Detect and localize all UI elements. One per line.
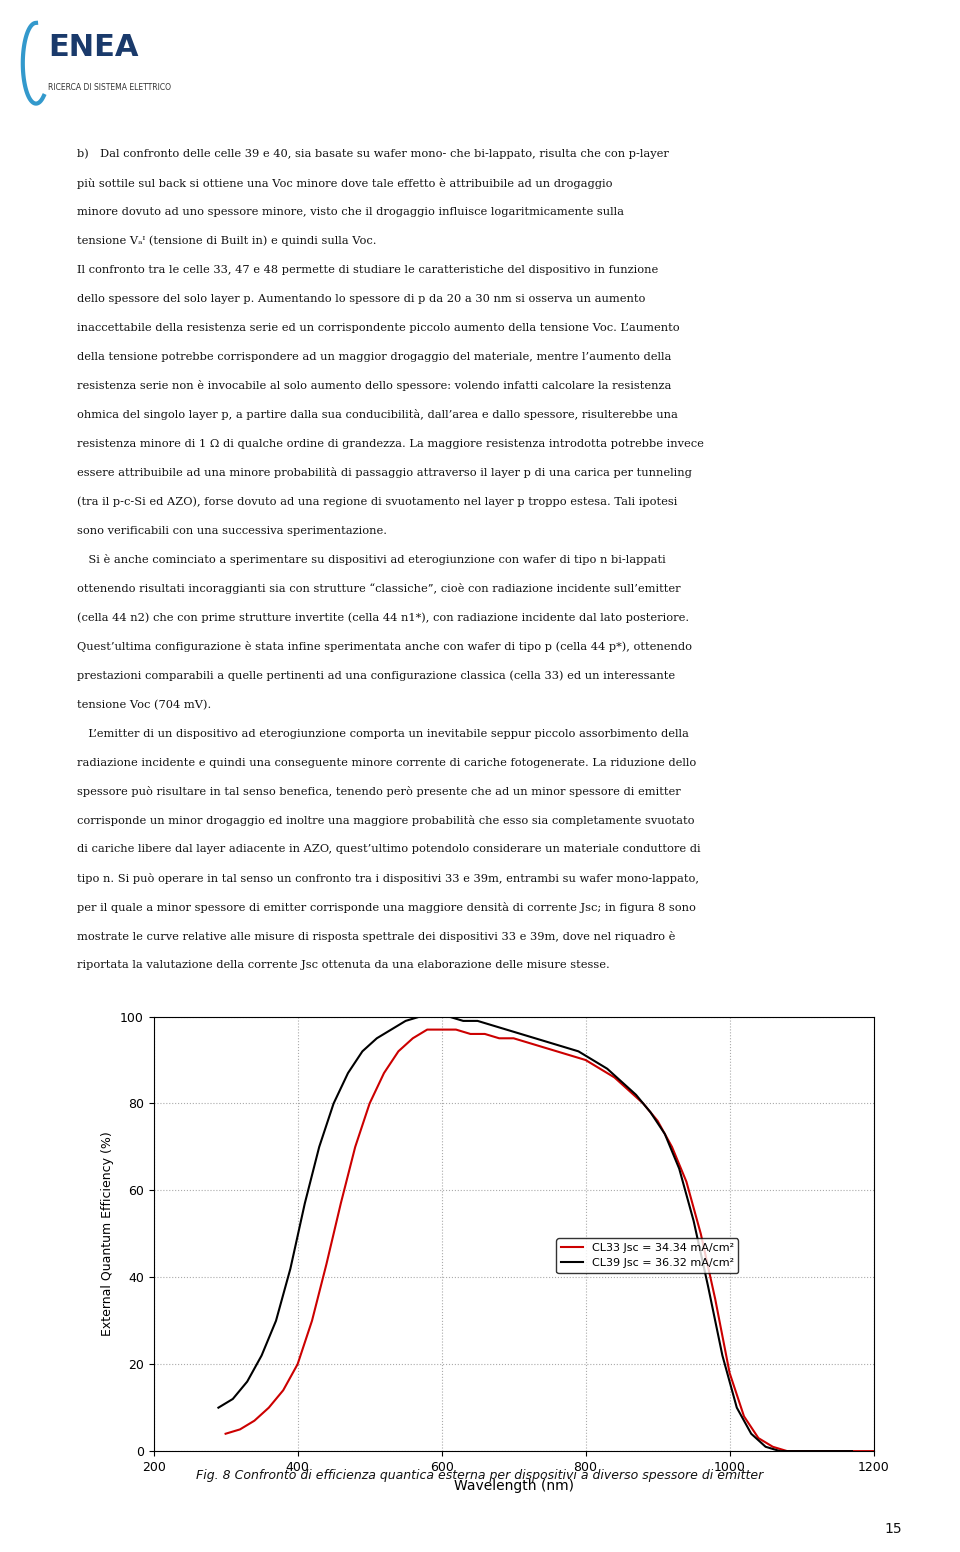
Text: Fig. 8 Confronto di efficienza quantica esterna per dispositivi a diverso spesso: Fig. 8 Confronto di efficienza quantica … — [197, 1470, 763, 1482]
Text: inaccettabile della resistenza serie ed un corrispondente piccolo aumento della : inaccettabile della resistenza serie ed … — [77, 323, 680, 334]
Text: riportata la valutazione della corrente Jsc ottenuta da una elaborazione delle m: riportata la valutazione della corrente … — [77, 961, 610, 970]
Text: più sottile sul back si ottiene una Voc minore dove tale effetto è attribuibile : più sottile sul back si ottiene una Voc … — [77, 177, 612, 189]
Text: resistenza minore di 1 Ω di qualche ordine di grandezza. La maggiore resistenza : resistenza minore di 1 Ω di qualche ordi… — [77, 439, 704, 449]
Text: mostrate le curve relative alle misure di risposta spettrale dei dispositivi 33 : mostrate le curve relative alle misure d… — [77, 931, 675, 942]
Text: essere attribuibile ad una minore probabilità di passaggio attraverso il layer p: essere attribuibile ad una minore probab… — [77, 467, 691, 478]
Text: tensione Vₐᴵ (tensione di Built in) e quindi sulla Voc.: tensione Vₐᴵ (tensione di Built in) e qu… — [77, 236, 376, 247]
Text: tensione Voc (704 mV).: tensione Voc (704 mV). — [77, 700, 211, 709]
Text: per il quale a minor spessore di emitter corrisponde una maggiore densità di cor: per il quale a minor spessore di emitter… — [77, 902, 696, 913]
Text: 15: 15 — [884, 1521, 901, 1536]
Text: (cella 44 n2) che con prime strutture invertite (cella 44 n1*), con radiazione i: (cella 44 n2) che con prime strutture in… — [77, 613, 689, 622]
Legend: CL33 Jsc = 34.34 mA/cm², CL39 Jsc = 36.32 mA/cm²: CL33 Jsc = 34.34 mA/cm², CL39 Jsc = 36.3… — [556, 1238, 738, 1273]
Text: corrisponde un minor drogaggio ed inoltre una maggiore probabilità che esso sia : corrisponde un minor drogaggio ed inoltr… — [77, 815, 694, 826]
Text: ohmica del singolo layer p, a partire dalla sua conducibilità, dall’area e dallo: ohmica del singolo layer p, a partire da… — [77, 410, 678, 421]
Text: RICERCA DI SISTEMA ELETTRICO: RICERCA DI SISTEMA ELETTRICO — [48, 84, 171, 93]
Text: (tra il p-c-Si ed AZO), forse dovuto ad una regione di svuotamento nel layer p t: (tra il p-c-Si ed AZO), forse dovuto ad … — [77, 497, 677, 508]
Text: Si è anche cominciato a sperimentare su dispositivi ad eterogiunzione con wafer : Si è anche cominciato a sperimentare su … — [77, 554, 665, 565]
Text: sono verificabili con una successiva sperimentazione.: sono verificabili con una successiva spe… — [77, 526, 387, 535]
Text: prestazioni comparabili a quelle pertinenti ad una configurazione classica (cell: prestazioni comparabili a quelle pertine… — [77, 670, 675, 681]
Text: Quest’ultima configurazione è stata infine sperimentata anche con wafer di tipo : Quest’ultima configurazione è stata infi… — [77, 641, 692, 652]
X-axis label: Wavelength (nm): Wavelength (nm) — [454, 1479, 574, 1493]
Text: ottenendo risultati incoraggianti sia con strutture “classiche”, cioè con radiaz: ottenendo risultati incoraggianti sia co… — [77, 584, 681, 594]
Text: b) Dal confronto delle celle 39 e 40, sia basate su wafer mono- che bi-lappato, : b) Dal confronto delle celle 39 e 40, si… — [77, 149, 669, 160]
Text: spessore può risultare in tal senso benefica, tenendo però presente che ad un mi: spessore può risultare in tal senso bene… — [77, 785, 681, 798]
Text: L’emitter di un dispositivo ad eterogiunzione comporta un inevitabile seppur pic: L’emitter di un dispositivo ad eterogiun… — [77, 728, 688, 739]
Text: dello spessore del solo layer p. Aumentando lo spessore di p da 20 a 30 nm si os: dello spessore del solo layer p. Aumenta… — [77, 293, 645, 304]
Text: radiazione incidente e quindi una conseguente minore corrente di cariche fotogen: radiazione incidente e quindi una conseg… — [77, 757, 696, 768]
Text: minore dovuto ad uno spessore minore, visto che il drogaggio influisce logaritmi: minore dovuto ad uno spessore minore, vi… — [77, 206, 624, 217]
Text: della tensione potrebbe corrispondere ad un maggior drogaggio del materiale, men: della tensione potrebbe corrispondere ad… — [77, 352, 671, 362]
Text: tipo n. Si può operare in tal senso un confronto tra i dispositivi 33 e 39m, ent: tipo n. Si può operare in tal senso un c… — [77, 872, 699, 885]
Text: Il confronto tra le celle 33, 47 e 48 permette di studiare le caratteristiche de: Il confronto tra le celle 33, 47 e 48 pe… — [77, 265, 658, 275]
Text: ENEA: ENEA — [48, 33, 138, 62]
Text: resistenza serie non è invocabile al solo aumento dello spessore: volendo infatt: resistenza serie non è invocabile al sol… — [77, 380, 671, 391]
Text: di cariche libere dal layer adiacente in AZO, quest’ultimo potendolo considerare: di cariche libere dal layer adiacente in… — [77, 844, 701, 855]
Y-axis label: External Quantum Efficiency (%): External Quantum Efficiency (%) — [102, 1131, 114, 1336]
